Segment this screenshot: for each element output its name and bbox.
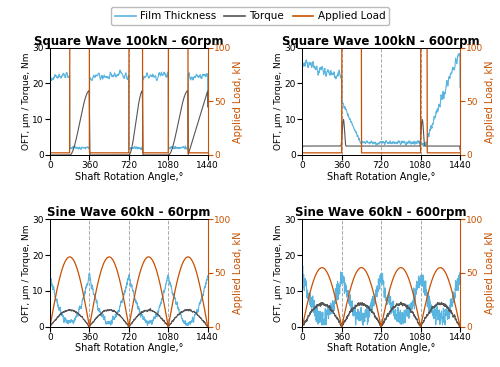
- Y-axis label: OFT, μm / Torque, Nm: OFT, μm / Torque, Nm: [22, 52, 31, 150]
- Title: Square Wave 100kN - 60rpm: Square Wave 100kN - 60rpm: [34, 35, 224, 48]
- X-axis label: Shaft Rotation Angle,°: Shaft Rotation Angle,°: [74, 172, 183, 182]
- X-axis label: Shaft Rotation Angle,°: Shaft Rotation Angle,°: [74, 343, 183, 353]
- Y-axis label: Applied Load, kN: Applied Load, kN: [485, 60, 495, 143]
- Legend: Film Thickness, Torque, Applied Load: Film Thickness, Torque, Applied Load: [110, 7, 390, 25]
- X-axis label: Shaft Rotation Angle,°: Shaft Rotation Angle,°: [327, 343, 436, 353]
- Y-axis label: Applied Load, kN: Applied Load, kN: [232, 232, 242, 314]
- Title: Sine Wave 60kN - 60rpm: Sine Wave 60kN - 60rpm: [47, 206, 210, 219]
- Title: Square Wave 100kN - 600rpm: Square Wave 100kN - 600rpm: [282, 35, 480, 48]
- Y-axis label: OFT, μm / Torque, Nm: OFT, μm / Torque, Nm: [274, 52, 283, 150]
- Y-axis label: OFT, μm / Torque, Nm: OFT, μm / Torque, Nm: [22, 224, 31, 322]
- Y-axis label: Applied Load, kN: Applied Load, kN: [485, 232, 495, 314]
- X-axis label: Shaft Rotation Angle,°: Shaft Rotation Angle,°: [327, 172, 436, 182]
- Y-axis label: OFT, μm / Torque, Nm: OFT, μm / Torque, Nm: [274, 224, 283, 322]
- Y-axis label: Applied Load, kN: Applied Load, kN: [232, 60, 242, 143]
- Title: Sine Wave 60kN - 600rpm: Sine Wave 60kN - 600rpm: [296, 206, 467, 219]
